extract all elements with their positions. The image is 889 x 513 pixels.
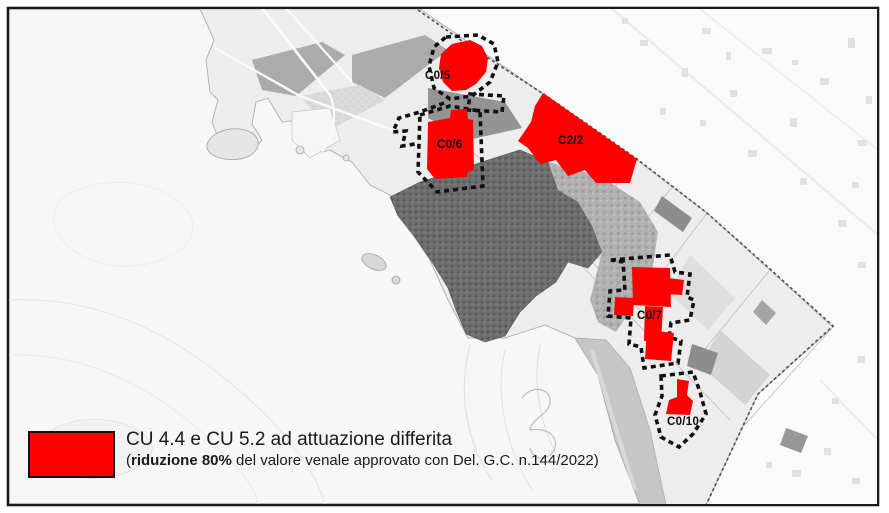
zone-c0-10-outline [653,370,708,450]
zone-c0-10-area [666,379,693,415]
municipal-boundary [417,9,835,504]
zone-c2-2-area [518,93,637,183]
zone-c0-10-label: C0/10 [667,416,699,428]
zone-c0-5-area [439,40,488,91]
zone-c0-5: C0/5 [425,33,500,101]
north-peninsula-details [214,9,522,159]
zone-c0-7-label: C0/7 [637,310,663,322]
zone-c0-7-area [614,267,684,361]
zone-c0-6-area [427,109,474,179]
town-core [389,149,603,343]
zone-c0-6-outline [416,104,485,194]
zone-c0-5-outline [427,33,500,101]
zone-c2-2: C2/2 [518,93,637,183]
plan-outlines [390,92,507,149]
zone-c0-7: C0/7 [606,253,697,371]
beach-strip [574,337,667,504]
zone-c0-7-outline [606,253,697,371]
legend-text: CU 4.4 e CU 5.2 ad attuazione differita … [126,428,599,470]
legend-title: CU 4.4 e CU 5.2 ad attuazione differita [126,429,453,450]
legend-swatch [28,431,115,478]
east-suburb [548,162,658,332]
islands [206,128,401,285]
legend-note: (riduzione 80% del valore venale approva… [126,452,599,469]
outside-municipality-area [421,9,877,504]
zone-c2-2-label: C2/2 [558,135,584,147]
zone-c0-6: C0/6 [416,104,485,194]
zone-c0-6-label: C0/6 [437,139,463,151]
zone-c0-10: C0/10 [653,370,708,450]
legend: CU 4.4 e CU 5.2 ad attuazione differita … [28,428,599,478]
zone-c0-5-label: C0/5 [425,70,451,82]
